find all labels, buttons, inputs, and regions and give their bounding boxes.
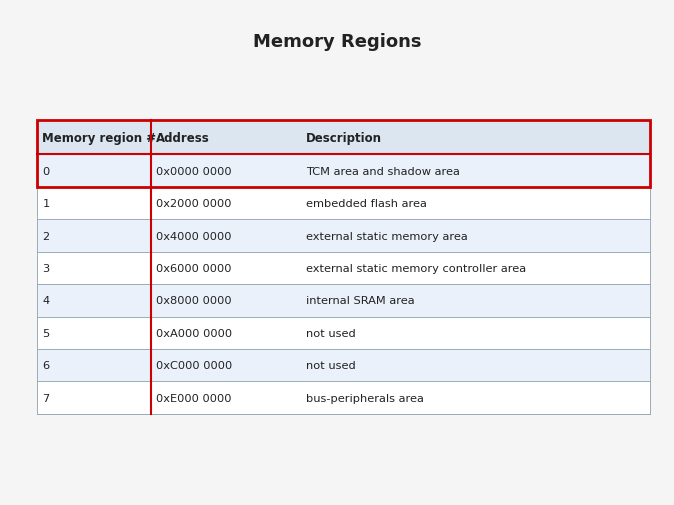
Text: external static memory area: external static memory area [306,231,468,241]
Text: 0x6000 0000: 0x6000 0000 [156,264,231,273]
Text: not used: not used [306,361,356,371]
Text: embedded flash area: embedded flash area [306,198,427,209]
Text: 2: 2 [42,231,50,241]
Text: TCM area and shadow area: TCM area and shadow area [306,166,460,176]
Text: 6: 6 [42,361,50,371]
Text: 0x4000 0000: 0x4000 0000 [156,231,231,241]
Text: Description: Description [306,132,382,144]
Text: not used: not used [306,328,356,338]
Text: internal SRAM area: internal SRAM area [306,296,415,306]
Text: external static memory controller area: external static memory controller area [306,264,526,273]
Text: 0x0000 0000: 0x0000 0000 [156,166,232,176]
Text: 0xE000 0000: 0xE000 0000 [156,393,231,403]
Text: 5: 5 [42,328,50,338]
Text: bus-peripherals area: bus-peripherals area [306,393,424,403]
Text: 0xA000 0000: 0xA000 0000 [156,328,232,338]
Text: 0: 0 [42,166,50,176]
Text: 0xC000 0000: 0xC000 0000 [156,361,232,371]
Text: 0x8000 0000: 0x8000 0000 [156,296,232,306]
Text: 0x2000 0000: 0x2000 0000 [156,198,231,209]
Text: Address: Address [156,132,210,144]
Text: 7: 7 [42,393,50,403]
Text: 3: 3 [42,264,50,273]
Text: Memory Regions: Memory Regions [253,33,421,51]
Text: 4: 4 [42,296,50,306]
Text: Memory region #: Memory region # [42,132,156,144]
Text: 1: 1 [42,198,50,209]
